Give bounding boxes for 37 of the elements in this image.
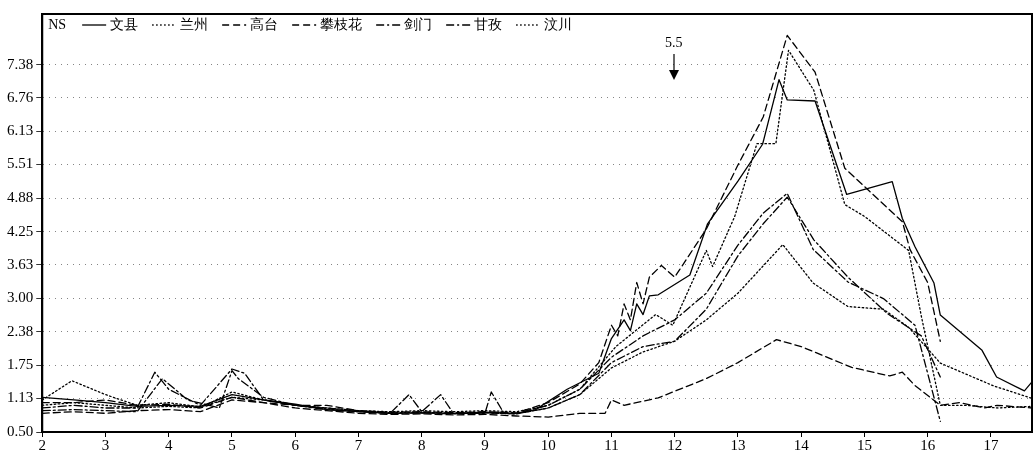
x-tick-label: 6 <box>291 436 300 453</box>
x-tick-label: 7 <box>354 436 363 453</box>
legend-label: 文县 <box>110 16 139 32</box>
x-tick-label: 17 <box>983 436 999 453</box>
y-tick-label: 3.63 <box>7 255 34 272</box>
y-tick-label: 5.51 <box>7 155 34 172</box>
y-tick-label: 1.75 <box>7 356 34 373</box>
x-tick-label: 8 <box>417 436 426 453</box>
x-tick-label: 16 <box>920 436 936 453</box>
legend-label: 兰州 <box>180 16 209 32</box>
y-tick-label: 7.38 <box>7 55 34 72</box>
legend-label: 甘孜 <box>474 16 503 32</box>
y-tick-label: 2.38 <box>7 322 34 339</box>
x-tick-label: 14 <box>793 436 810 453</box>
x-tick-label: 13 <box>730 436 746 453</box>
x-tick-label: 15 <box>856 436 872 453</box>
y-tick-label: 4.88 <box>7 189 34 206</box>
y-tick-label: 6.13 <box>7 122 34 139</box>
x-tick-label: 4 <box>164 436 173 453</box>
x-tick-label: 5 <box>228 436 236 453</box>
x-tick-label: 3 <box>101 436 110 453</box>
y-tick-label: 4.25 <box>7 222 34 239</box>
x-tick-label: 9 <box>481 436 489 453</box>
x-tick-label: 10 <box>540 436 556 453</box>
legend-label: 高台 <box>250 16 279 32</box>
legend-label: 汶川 <box>544 16 573 32</box>
x-tick-label: 12 <box>667 436 683 453</box>
y-tick-label: 0.50 <box>7 422 34 439</box>
y-tick-label: 3.00 <box>7 289 34 306</box>
legend-label: 攀枝花 <box>320 16 363 32</box>
y-tick-label: 6.76 <box>7 88 34 105</box>
y-tick-label: 1.13 <box>7 389 34 406</box>
annotation: 5.5 <box>664 34 683 50</box>
x-tick-label: 11 <box>604 436 619 453</box>
x-tick-label: 2 <box>38 436 46 453</box>
legend-title: NS <box>48 16 67 32</box>
legend-label: 剑门 <box>404 16 433 32</box>
